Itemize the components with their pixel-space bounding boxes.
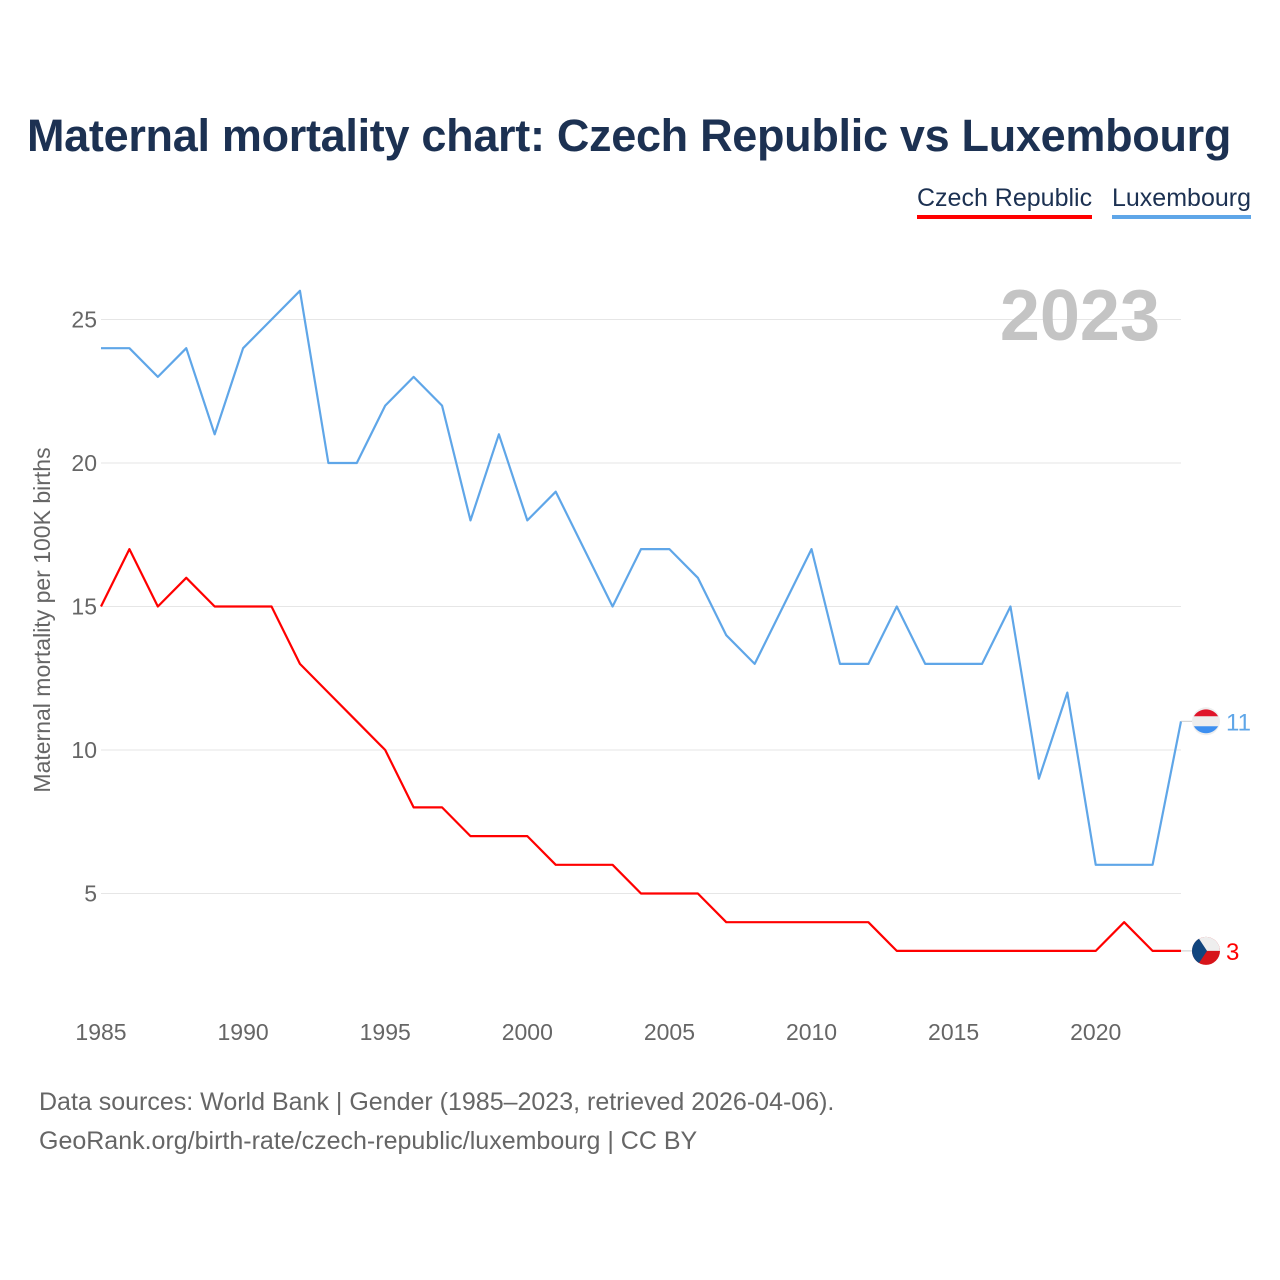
y-tick-label: 20 — [71, 450, 97, 476]
y-tick-label: 10 — [71, 737, 97, 763]
x-tick-label: 2010 — [786, 1019, 837, 1045]
x-tick-label: 2000 — [502, 1019, 553, 1045]
end-value-label: 3 — [1226, 939, 1239, 966]
end-value-label: 11 — [1226, 709, 1251, 736]
series-line-luxembourg — [101, 289, 1183, 866]
x-tick-label: 2005 — [644, 1019, 695, 1045]
czech-flag-triangle — [1192, 938, 1207, 963]
y-tick-label: 25 — [71, 307, 97, 333]
legend-czech-republic[interactable]: Czech Republic — [917, 184, 1093, 219]
x-tick-label: 1985 — [75, 1019, 126, 1045]
footer-link[interactable]: GeoRank.org/birth-rate/czech-republic/lu… — [39, 1127, 698, 1155]
luxembourg-flag-blue — [1193, 726, 1219, 734]
luxembourg-flag-red — [1193, 709, 1219, 717]
chart-title: Maternal mortality chart: Czech Republic… — [27, 110, 1232, 161]
y-axis-label: Maternal mortality per 100K births — [29, 447, 55, 792]
x-tick-label: 2020 — [1070, 1019, 1121, 1045]
legend-luxembourg[interactable]: Luxembourg — [1112, 184, 1251, 219]
x-tick-label: 1990 — [218, 1019, 269, 1045]
year-label: 2023 — [1000, 276, 1160, 356]
y-tick-label: 15 — [71, 594, 97, 620]
y-tick-label: 5 — [84, 881, 97, 907]
series-line-czech-republic — [100, 547, 1181, 953]
footer-sources: Data sources: World Bank | Gender (1985–… — [39, 1088, 835, 1116]
x-tick-label: 2015 — [928, 1019, 979, 1045]
x-tick-label: 1995 — [360, 1019, 411, 1045]
